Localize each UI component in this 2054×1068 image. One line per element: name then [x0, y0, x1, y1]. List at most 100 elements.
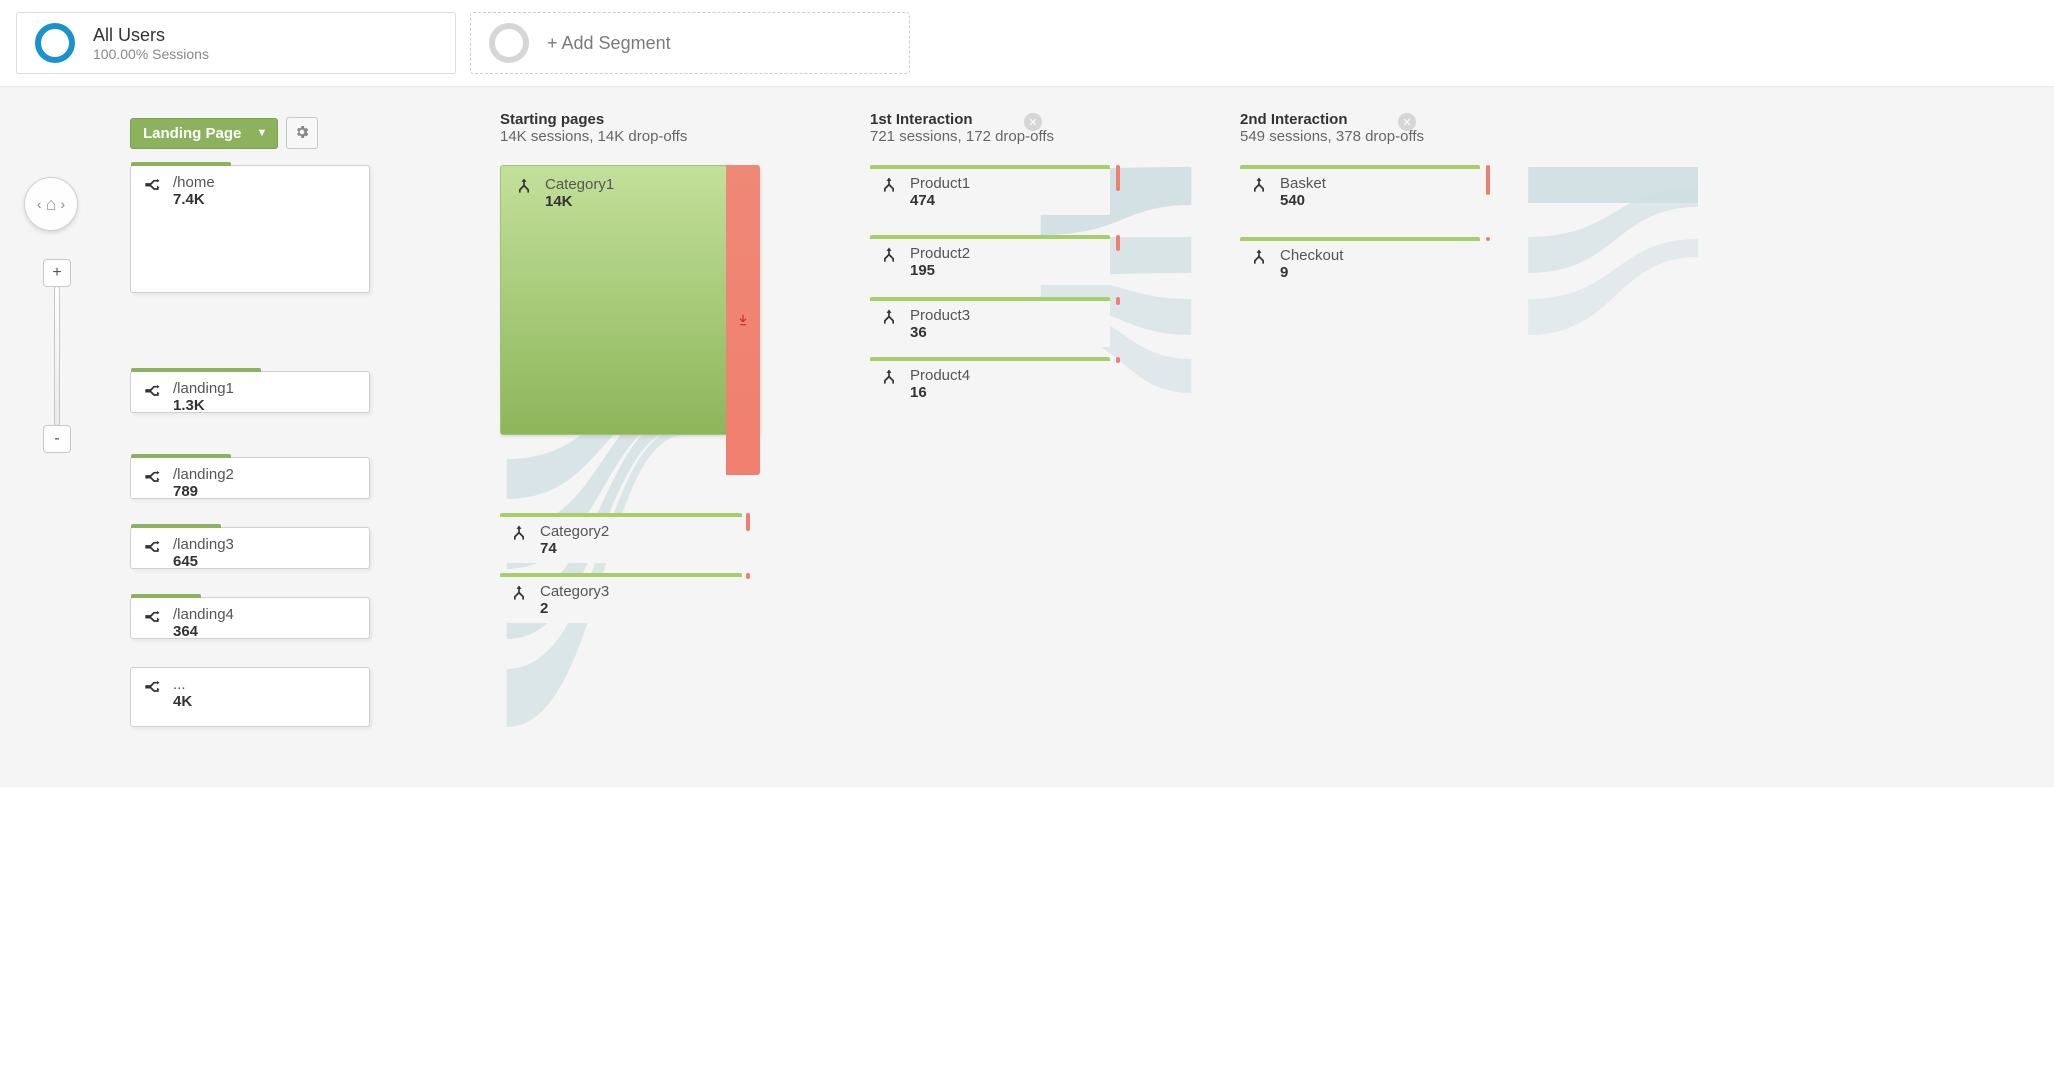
dropoff-bar [1486, 237, 1490, 241]
nav-prev-icon[interactable]: ‹ [37, 196, 42, 212]
flow-node[interactable]: Basket540 [1240, 165, 1480, 215]
segment-subtitle: 100.00% Sessions [93, 46, 209, 62]
dropoff-bar [746, 573, 750, 579]
node-label: Basket [1280, 175, 1326, 192]
zoom-slider-track[interactable] [54, 286, 60, 426]
col-int1-sub: 721 sessions, 172 drop-offs [870, 128, 1054, 145]
col-int2-close-button[interactable]: ✕ [1398, 113, 1416, 131]
node-label: /landing3 [173, 536, 234, 553]
landing-node[interactable]: ...4K [130, 667, 370, 727]
node-value: 789 [173, 483, 234, 500]
add-segment-button[interactable]: + Add Segment [470, 12, 910, 74]
col-int2-title: 2nd Interaction [1240, 111, 1424, 128]
segment-title: All Users [93, 25, 209, 46]
zoom-in-button[interactable]: + [43, 259, 71, 287]
split-icon [141, 676, 163, 718]
step-node-big[interactable]: Category114K [500, 165, 760, 435]
split-icon [141, 606, 163, 630]
node-label: Category2 [540, 523, 609, 540]
split-icon [141, 466, 163, 490]
dropoff-bar [1116, 357, 1120, 363]
nav-next-icon[interactable]: › [60, 196, 65, 212]
node-label: Product1 [910, 175, 970, 192]
col-start-sub: 14K sessions, 14K drop-offs [500, 128, 687, 145]
node-value: 645 [173, 553, 234, 570]
node-value: 7.4K [173, 191, 215, 208]
merge-icon [878, 175, 900, 209]
node-label: Product3 [910, 307, 970, 324]
add-segment-circle-icon [489, 23, 529, 63]
dropoff-bar [1116, 235, 1120, 251]
flow-node[interactable]: Product336 [870, 297, 1110, 347]
settings-button[interactable] [286, 117, 318, 149]
dropoff-bar [1116, 165, 1120, 191]
merge-icon [878, 367, 900, 401]
zoom-control: + - [36, 259, 78, 453]
dropoff-bar [726, 165, 760, 475]
node-value: 364 [173, 623, 234, 640]
dimension-dropdown[interactable]: Landing Page [130, 118, 278, 149]
col-int1-close-button[interactable]: ✕ [1024, 113, 1042, 131]
flow-node[interactable]: Checkout9 [1240, 237, 1480, 287]
node-value: 195 [910, 262, 970, 279]
flow-node[interactable]: Product2195 [870, 235, 1110, 285]
close-icon: ✕ [1028, 116, 1037, 129]
landing-node[interactable]: /home7.4K [130, 165, 370, 293]
landing-node[interactable]: /landing2789 [130, 457, 370, 499]
dropoff-bar [1116, 297, 1120, 305]
node-value: 16 [910, 384, 970, 401]
gear-icon [294, 124, 310, 143]
node-value: 36 [910, 324, 970, 341]
node-label: /landing4 [173, 606, 234, 623]
node-label: /landing1 [173, 380, 234, 397]
node-value: 540 [1280, 192, 1326, 209]
split-icon [141, 536, 163, 560]
landing-node[interactable]: /landing3645 [130, 527, 370, 569]
nav-controls: ‹ ⌂ › + - [24, 177, 78, 453]
col-start-title: Starting pages [500, 111, 687, 128]
node-label: Checkout [1280, 247, 1343, 264]
node-value: 74 [540, 540, 609, 557]
split-icon [141, 380, 163, 404]
flow-canvas: ‹ ⌂ › + - Landing Page Starting pages 14… [0, 87, 2054, 787]
merge-icon [878, 307, 900, 341]
node-value: 9 [1280, 264, 1343, 281]
step-node-small[interactable]: Category32 [500, 573, 742, 623]
merge-icon [508, 583, 530, 617]
merge-icon [1248, 247, 1270, 281]
dimension-row: Landing Page [130, 117, 318, 149]
node-label: Product4 [910, 367, 970, 384]
dropoff-arrow-icon [736, 311, 750, 329]
col-int1-header: 1st Interaction 721 sessions, 172 drop-o… [870, 111, 1054, 145]
node-value: 2 [540, 600, 609, 617]
merge-icon [1248, 175, 1270, 209]
flow-node[interactable]: Product1474 [870, 165, 1110, 215]
nav-home-circle[interactable]: ‹ ⌂ › [24, 177, 78, 231]
landing-node[interactable]: /landing4364 [130, 597, 370, 639]
dimension-label: Landing Page [143, 125, 241, 142]
zoom-out-button[interactable]: - [43, 425, 71, 453]
close-icon: ✕ [1402, 116, 1411, 129]
flow-node[interactable]: Product416 [870, 357, 1110, 407]
segment-circle-icon [35, 23, 75, 63]
merge-icon [878, 245, 900, 279]
step-node-small[interactable]: Category274 [500, 513, 742, 563]
home-icon[interactable]: ⌂ [46, 194, 57, 215]
dropoff-bar [1486, 165, 1490, 195]
dropoff-bar [746, 513, 750, 531]
node-value: 1.3K [173, 397, 234, 414]
col-start-header: Starting pages 14K sessions, 14K drop-of… [500, 111, 687, 145]
node-label: /landing2 [173, 466, 234, 483]
node-label: Category1 [545, 176, 614, 193]
segment-active[interactable]: All Users 100.00% Sessions [16, 12, 456, 74]
node-value: 474 [910, 192, 970, 209]
node-label: /home [173, 174, 215, 191]
merge-icon [513, 176, 535, 424]
node-label: ... [173, 676, 192, 693]
node-value: 4K [173, 693, 192, 710]
col-int2-sub: 549 sessions, 378 drop-offs [1240, 128, 1424, 145]
node-label: Product2 [910, 245, 970, 262]
landing-node[interactable]: /landing11.3K [130, 371, 370, 413]
col-int2-header: 2nd Interaction 549 sessions, 378 drop-o… [1240, 111, 1424, 145]
merge-icon [508, 523, 530, 557]
